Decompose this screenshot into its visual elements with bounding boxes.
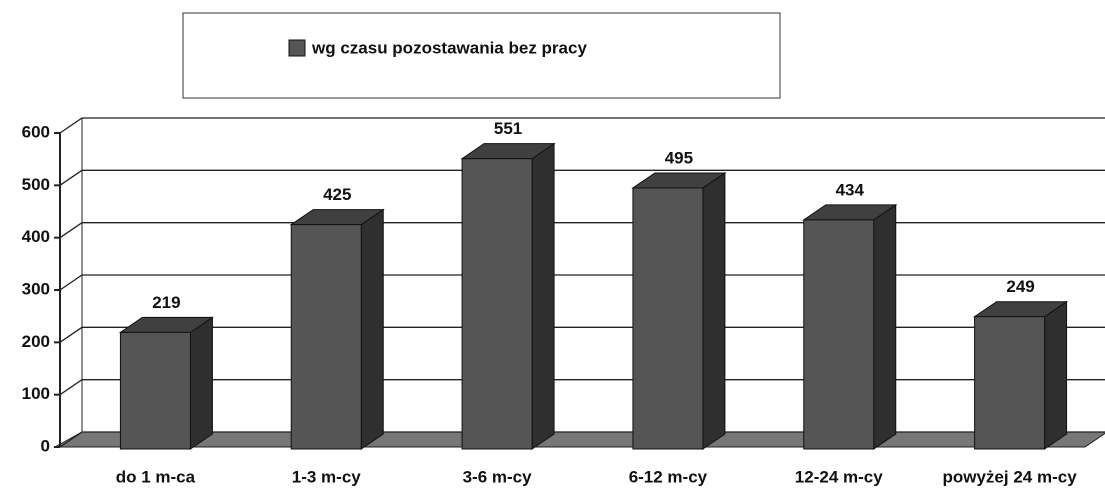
bar	[290, 224, 362, 450]
x-tick-label: 1-3 m-cy	[292, 467, 362, 486]
y-tick-label: 500	[22, 175, 50, 194]
data-label: 434	[836, 180, 865, 199]
y-tick-label: 600	[22, 122, 50, 141]
y-tick-label: 0	[41, 436, 50, 455]
bar-side	[189, 316, 213, 450]
y-tick-label: 300	[22, 279, 50, 298]
bar	[803, 219, 875, 450]
data-label: 495	[665, 148, 693, 167]
bar	[974, 316, 1046, 450]
grid-line	[59, 117, 1105, 134]
data-label: 551	[494, 119, 522, 138]
bar-side	[1044, 300, 1068, 450]
bar-side	[702, 172, 726, 450]
data-label: 425	[323, 185, 351, 204]
bar-side	[531, 142, 555, 450]
legend-label: wg czasu pozostawania bez pracy	[311, 38, 587, 57]
x-tick-label: 12-24 m-cy	[795, 467, 883, 486]
bar	[461, 158, 533, 450]
x-tick-label: 6-12 m-cy	[629, 467, 708, 486]
y-tick-label: 400	[22, 227, 50, 246]
legend-swatch	[288, 39, 306, 57]
bar	[632, 187, 704, 450]
x-tick-label: 3-6 m-cy	[463, 467, 533, 486]
data-label: 249	[1006, 277, 1034, 296]
y-tick-label: 200	[22, 332, 50, 351]
bar	[119, 331, 191, 450]
x-tick-label: powyżej 24 m-cy	[942, 467, 1077, 486]
grid-line	[59, 326, 1105, 343]
grid-line	[59, 222, 1105, 239]
grid-line	[59, 274, 1105, 291]
grid-line	[59, 431, 1105, 448]
bar-side	[873, 203, 897, 450]
bar-side	[360, 208, 384, 450]
legend-box	[182, 12, 781, 99]
data-label: 219	[152, 293, 180, 312]
x-tick-label: do 1 m-ca	[116, 467, 196, 486]
grid-line	[59, 379, 1105, 396]
grid-line	[59, 169, 1105, 186]
y-tick-label: 100	[22, 384, 50, 403]
